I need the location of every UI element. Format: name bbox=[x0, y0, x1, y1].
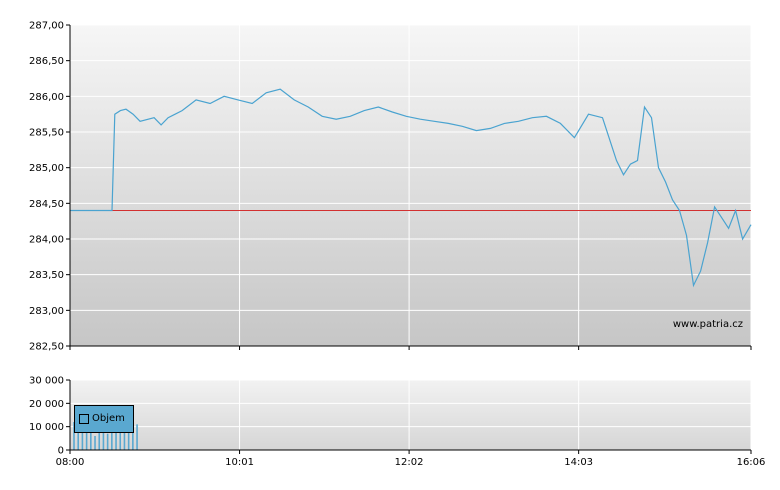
volume-bar bbox=[90, 417, 92, 450]
price-line bbox=[70, 88, 752, 288]
price-y-tick-label: 284,00 bbox=[29, 235, 64, 246]
x-axis: 08:00 10:01 12:02 14:03 16:06 bbox=[56, 346, 766, 468]
volume-y-tick-label: 30 000 bbox=[29, 376, 64, 387]
volume-bar bbox=[132, 431, 134, 450]
x-tick-label: 16:06 bbox=[737, 457, 766, 468]
volume-bar bbox=[106, 433, 109, 450]
legend-label-objem: Objem bbox=[92, 413, 125, 424]
price-plot-area bbox=[70, 25, 751, 346]
price-y-axis: 287,00 286,50 286,00 285,50 285,00 284,50 284,… bbox=[29, 21, 70, 353]
volume-y-axis: 30 000 20 000 10 000 0 bbox=[29, 376, 70, 457]
volume-bar bbox=[98, 424, 101, 450]
price-grid bbox=[70, 24, 752, 347]
price-y-tick-label: 286,00 bbox=[29, 92, 64, 103]
x-tick-label: 12:02 bbox=[395, 457, 424, 468]
x-tick-label: 10:01 bbox=[225, 457, 254, 468]
volume-y-tick-label: 10 000 bbox=[29, 422, 64, 433]
volume-plot-area bbox=[70, 380, 751, 450]
volume-bar bbox=[119, 422, 122, 450]
volume-bar bbox=[136, 424, 138, 450]
price-y-tick-label: 282,50 bbox=[29, 342, 64, 353]
volume-bar bbox=[94, 436, 96, 450]
volume-bar bbox=[115, 426, 117, 450]
x-tick-label: 08:00 bbox=[56, 457, 85, 468]
price-y-tick-label: 283,50 bbox=[29, 270, 64, 281]
volume-legend: Objem bbox=[74, 405, 134, 433]
price-y-tick-label: 284,50 bbox=[29, 199, 64, 210]
price-y-tick-label: 286,50 bbox=[29, 56, 64, 67]
price-y-tick-label: 285,50 bbox=[29, 128, 64, 139]
volume-bar bbox=[73, 422, 75, 450]
price-y-tick-label: 287,00 bbox=[29, 21, 64, 32]
volume-bar bbox=[85, 429, 88, 450]
price-y-tick-label: 285,00 bbox=[29, 163, 64, 174]
volume-y-tick-label: 0 bbox=[58, 446, 64, 457]
volume-y-tick-label: 20 000 bbox=[29, 399, 64, 410]
volume-bar bbox=[77, 431, 80, 450]
legend-swatch-objem bbox=[79, 413, 89, 424]
volume-bar bbox=[102, 419, 105, 450]
volume-bar bbox=[123, 429, 126, 450]
price-y-tick-label: 283,00 bbox=[29, 306, 64, 317]
watermark: www.patria.cz bbox=[673, 319, 743, 330]
x-tick-label: 14:03 bbox=[564, 457, 593, 468]
